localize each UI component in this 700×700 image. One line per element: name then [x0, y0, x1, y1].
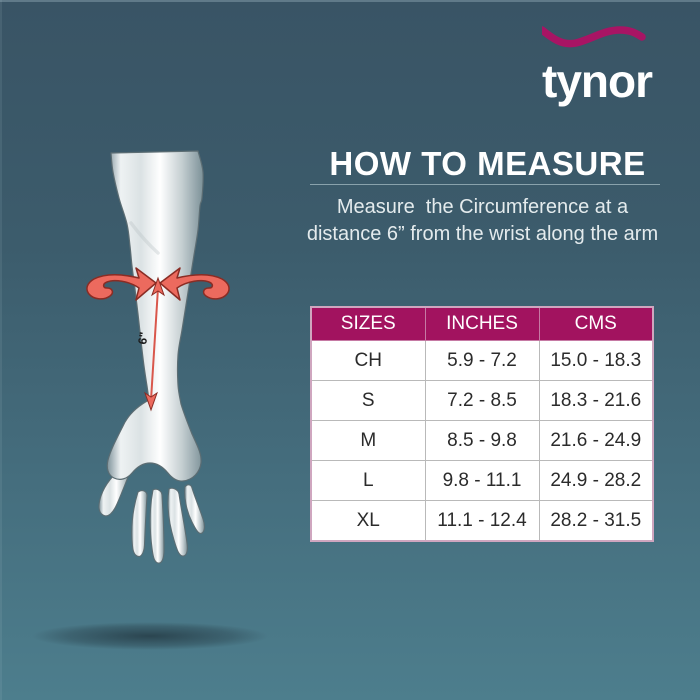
svg-text:6": 6" [135, 331, 151, 346]
